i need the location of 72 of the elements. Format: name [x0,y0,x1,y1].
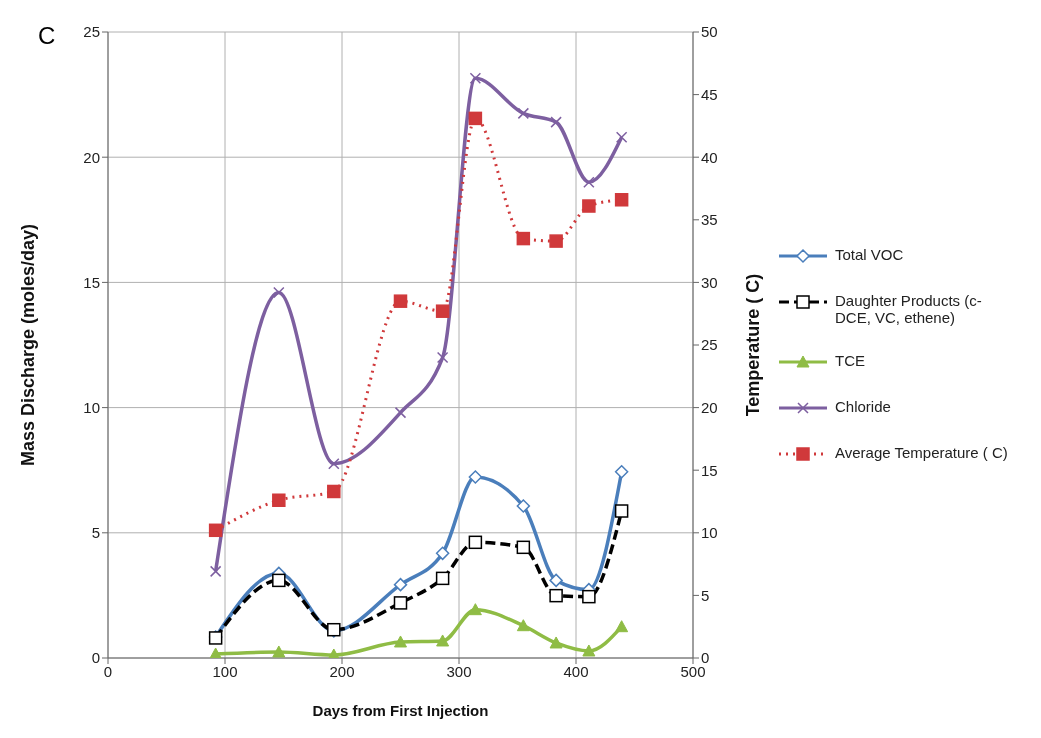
y2-tick-label: 25 [701,336,718,354]
point [516,540,531,555]
point [615,620,629,633]
point [582,644,596,657]
point [549,588,563,603]
x-tick-label: 400 [563,662,589,680]
point [208,523,223,538]
point [468,535,483,550]
point [614,464,629,479]
point [469,72,482,85]
point [582,199,596,213]
x-axis-title: Days from First Injection [312,702,489,719]
point [394,635,407,648]
x-tick-label: 200 [329,662,355,680]
point [435,571,450,586]
y2-tick-label: 20 [701,398,718,416]
point [435,304,450,318]
point [393,577,408,592]
y-tick-label: 20 [83,148,100,166]
y2-tick-label: 50 [701,23,718,41]
point [516,499,531,513]
point [468,470,483,484]
point [393,596,408,610]
point [273,286,285,299]
point [328,457,340,470]
point [549,573,563,588]
text: C [38,22,56,50]
legend-label: Chloride [835,398,892,415]
point [209,565,222,578]
y2-tick-label: 10 [701,524,718,542]
legend-label: Total VOC [835,246,905,263]
point [549,636,563,649]
y2-tick-label: 40 [701,148,718,166]
point [468,603,482,616]
legend-label: TCE [835,352,866,369]
point [614,504,629,518]
point [517,107,530,120]
y-tick-label: 25 [83,23,100,41]
y-tick-label: 10 [83,398,100,416]
point [209,647,223,658]
y-axis-title: Mass Discharge (moles/day) [18,223,39,467]
point [516,231,531,246]
point [272,645,286,658]
point [327,484,341,499]
point [516,619,530,632]
y2-tick-label: 5 [701,586,710,604]
point [549,234,563,248]
y2-tick-label: 45 [701,85,718,103]
legend-label: Daughter Products (c-DCE, VC, ethene) [835,292,983,326]
point [272,493,286,507]
x-tick-label: 0 [103,662,113,680]
point [436,351,449,364]
point [435,546,450,561]
point [550,116,562,128]
y2-tick-label: 30 [701,273,718,291]
y2-tick-label: 35 [701,211,718,229]
y2-axis-title: Temperature ( C) [743,273,764,417]
point [436,634,450,647]
point [468,111,483,126]
point [272,573,286,588]
y2-tick-label: 15 [701,461,718,479]
point [583,176,595,188]
point [582,589,596,604]
x-tick-label: 100 [212,662,238,680]
legend-label: Average Temperature ( C) [835,444,1009,461]
y-tick-label: 15 [83,273,100,291]
point [614,193,629,207]
y-tick-label: 5 [91,524,100,542]
point [393,294,408,308]
x-tick-label: 300 [446,662,472,680]
point [615,131,628,143]
y-tick-label: 0 [91,649,100,667]
